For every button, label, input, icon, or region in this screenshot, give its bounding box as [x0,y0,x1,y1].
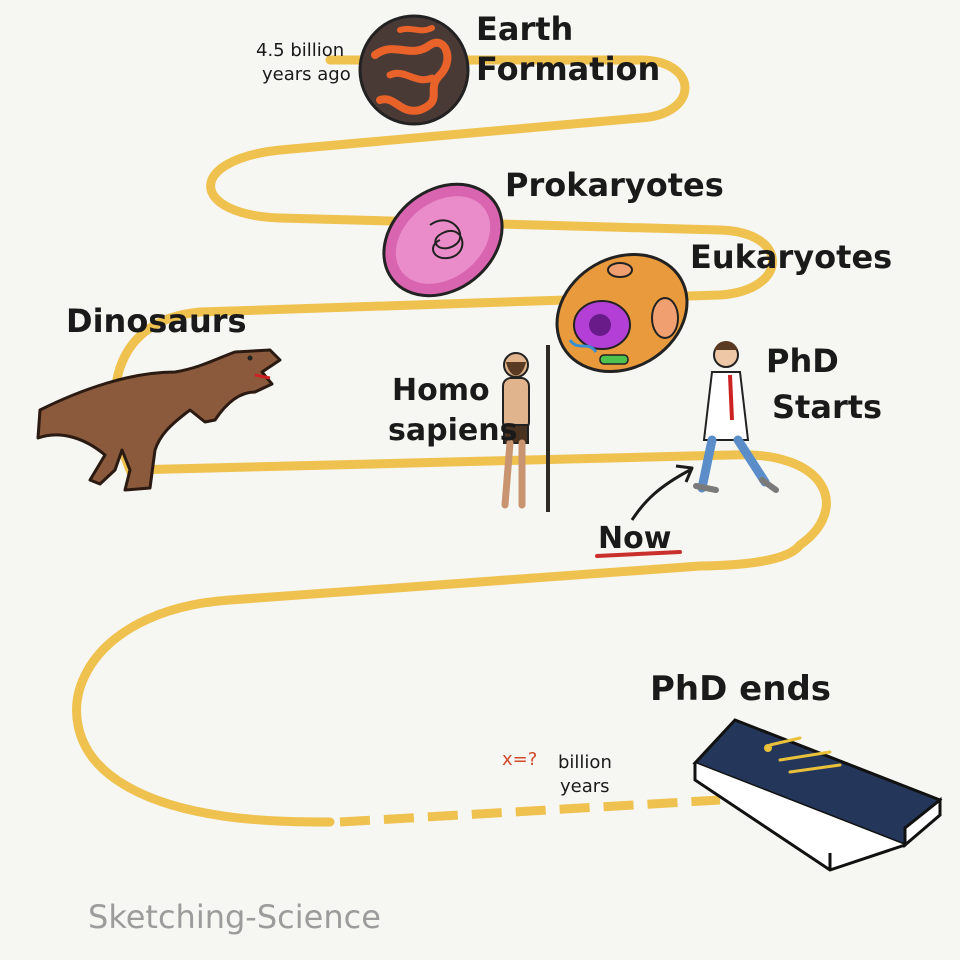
start-note-line2: years ago [262,64,351,85]
end-note-line2: years [560,776,610,797]
signature: Sketching-Science [88,898,381,936]
dinosaur-illustration [36,348,282,492]
earth-label-line2: Formation [476,50,660,88]
earth-label-line1: Earth [476,10,573,48]
earth-illustration [358,14,470,126]
phd-starts-label-line2: Starts [772,388,882,426]
homo-sapiens-illustration [501,345,550,512]
eukaryote-illustration [555,252,689,374]
end-note-line1: billion [558,752,612,773]
eukaryotes-label: Eukaryotes [690,238,892,276]
homo-label-line2: sapiens [388,413,517,448]
timeline-path-dashed [339,795,721,827]
now-underline [595,550,682,558]
homo-label-line1: Homo [392,373,490,408]
end-note-variable: x=? [502,749,537,770]
start-note-line1: 4.5 billion [256,40,344,61]
prokaryote-illustration [382,182,504,298]
now-arrow-head [675,464,694,483]
thesis-book-illustration [692,718,943,872]
now-arrow [630,468,691,521]
phd-ends-label: PhD ends [650,669,831,709]
phd-starts-label-line1: PhD [766,342,839,380]
prokaryotes-label: Prokaryotes [505,166,724,204]
now-label: Now [598,521,671,556]
dinosaurs-label: Dinosaurs [66,302,247,340]
phd-student-illustration [693,341,779,493]
